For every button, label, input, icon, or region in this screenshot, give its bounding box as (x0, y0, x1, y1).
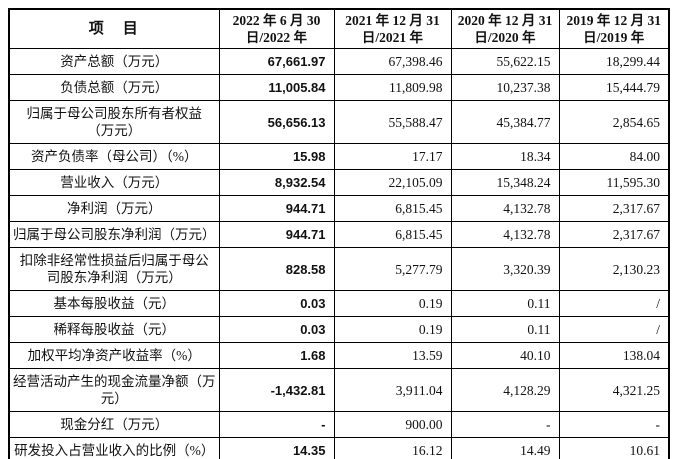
table-row: 归属于母公司股东所有者权益 （万元） 56,656.13 55,588.47 45,3… (8, 100, 670, 144)
cell-value: / (558, 316, 670, 343)
cell-value: 0.03 (218, 316, 335, 343)
cell-value: 16.12 (333, 437, 452, 459)
cell-value: 14.35 (218, 437, 335, 459)
cell-value: 4,132.78 (450, 221, 560, 248)
cell-value: 40.10 (450, 342, 560, 369)
cell-value: 8,932.54 (218, 169, 335, 196)
cell-value: 3,320.39 (450, 247, 560, 291)
cell-value: 944.71 (218, 195, 335, 222)
cell-value: 2,130.23 (558, 247, 670, 291)
financial-summary-table: 项 目 2022 年 6 月 30 日/2022 年 2021 年 12 月 31… (8, 8, 670, 459)
column-header-period: 2019 年 12 月 31 日/2019 年 (558, 8, 670, 49)
cell-value: 1.68 (218, 342, 335, 369)
cell-value: 6,815.45 (333, 221, 452, 248)
cell-value: 67,398.46 (333, 48, 452, 75)
row-label: 基本每股收益（元） (8, 290, 220, 317)
cell-value: 6,815.45 (333, 195, 452, 222)
table-row: 稀释每股收益（元） 0.03 0.19 0.11/ (8, 316, 670, 343)
cell-value: 0.19 (333, 290, 452, 317)
table-row: 净利润（万元） 944.71 6,815.45 4,132.78 2,317.67 (8, 195, 670, 222)
cell-value: 15,444.79 (558, 74, 670, 101)
column-header-period: 2022 年 6 月 30 日/2022 年 (218, 8, 335, 49)
row-label: 稀释每股收益（元） (8, 316, 220, 343)
cell-value: 15.98 (218, 143, 335, 170)
column-header-item: 项 目 (8, 8, 220, 49)
row-label: 净利润（万元） (8, 195, 220, 222)
cell-value: 4,132.78 (450, 195, 560, 222)
cell-value: 900.00 (333, 411, 452, 438)
cell-value: 3,911.04 (333, 368, 452, 412)
cell-value: 0.11 (450, 290, 560, 317)
row-label: 扣除非经常性损益后归属于母公 司股东净利润（万元） (8, 247, 220, 291)
column-header-period: 2020 年 12 月 31 日/2020 年 (450, 8, 560, 49)
cell-value: - (218, 411, 335, 438)
table-row: 扣除非经常性损益后归属于母公 司股东净利润（万元） 828.58 5,277.79 3… (8, 247, 670, 291)
column-header-period: 2021 年 12 月 31 日/2021 年 (333, 8, 452, 49)
row-label: 资产总额（万元） (8, 48, 220, 75)
cell-value: 2,317.67 (558, 195, 670, 222)
table-row: 研发投入占营业收入的比例（%） 14.35 16.12 14.49 10.61 (8, 437, 670, 459)
cell-value: 56,656.13 (218, 100, 335, 144)
cell-value: 828.58 (218, 247, 335, 291)
row-label: 营业收入（万元） (8, 169, 220, 196)
cell-value: -1,432.81 (218, 368, 335, 412)
table-row: 加权平均净资产收益率（%） 1.68 13.59 40.10 138.04 (8, 342, 670, 369)
table-row: 负债总额（万元） 11,005.84 11,809.98 10,237.38 15,44… (8, 74, 670, 101)
cell-value: 13.59 (333, 342, 452, 369)
cell-value: 10,237.38 (450, 74, 560, 101)
row-label: 经营活动产生的现金流量净额（万 元） (8, 368, 220, 412)
row-label: 负债总额（万元） (8, 74, 220, 101)
cell-value: 22,105.09 (333, 169, 452, 196)
cell-value: 17.17 (333, 143, 452, 170)
cell-value: 0.03 (218, 290, 335, 317)
cell-value: 138.04 (558, 342, 670, 369)
cell-value: 18.34 (450, 143, 560, 170)
cell-value: - (558, 411, 670, 438)
cell-value: 55,622.15 (450, 48, 560, 75)
cell-value: 84.00 (558, 143, 670, 170)
cell-value: 4,128.29 (450, 368, 560, 412)
cell-value: 15,348.24 (450, 169, 560, 196)
table-body: 资产总额（万元） 67,661.97 67,398.46 55,622.15 18,29… (8, 48, 670, 459)
table-row: 基本每股收益（元） 0.03 0.19 0.11/ (8, 290, 670, 317)
cell-value: 2,317.67 (558, 221, 670, 248)
cell-value: 4,321.25 (558, 368, 670, 412)
table-row: 营业收入（万元） 8,932.54 22,105.09 15,348.24 11,595… (8, 169, 670, 196)
cell-value: / (558, 290, 670, 317)
cell-value: 5,277.79 (333, 247, 452, 291)
cell-value: 18,299.44 (558, 48, 670, 75)
row-label: 研发投入占营业收入的比例（%） (8, 437, 220, 459)
row-label: 归属于母公司股东净利润（万元） (8, 221, 220, 248)
row-label: 加权平均净资产收益率（%） (8, 342, 220, 369)
row-label: 现金分红（万元） (8, 411, 220, 438)
table-row: 资产负债率（母公司）（%） 15.98 17.17 18.34 84.00 (8, 143, 670, 170)
table-row: 现金分红（万元） -900.00- - (8, 411, 670, 438)
cell-value: - (450, 411, 560, 438)
table-row: 经营活动产生的现金流量净额（万 元） -1,432.81 3,911.04 4,128… (8, 368, 670, 412)
header-row: 项 目 2022 年 6 月 30 日/2022 年 2021 年 12 月 31… (8, 8, 670, 49)
cell-value: 67,661.97 (218, 48, 335, 75)
row-label: 资产负债率（母公司）（%） (8, 143, 220, 170)
row-label: 归属于母公司股东所有者权益 （万元） (8, 100, 220, 144)
table-header: 项 目 2022 年 6 月 30 日/2022 年 2021 年 12 月 31… (8, 8, 670, 49)
cell-value: 10.61 (558, 437, 670, 459)
cell-value: 0.11 (450, 316, 560, 343)
cell-value: 11,005.84 (218, 74, 335, 101)
table-row: 归属于母公司股东净利润（万元） 944.71 6,815.45 4,132.78 2,3… (8, 221, 670, 248)
cell-value: 0.19 (333, 316, 452, 343)
table-row: 资产总额（万元） 67,661.97 67,398.46 55,622.15 18,29… (8, 48, 670, 75)
cell-value: 944.71 (218, 221, 335, 248)
cell-value: 11,809.98 (333, 74, 452, 101)
cell-value: 2,854.65 (558, 100, 670, 144)
cell-value: 45,384.77 (450, 100, 560, 144)
cell-value: 55,588.47 (333, 100, 452, 144)
cell-value: 14.49 (450, 437, 560, 459)
cell-value: 11,595.30 (558, 169, 670, 196)
